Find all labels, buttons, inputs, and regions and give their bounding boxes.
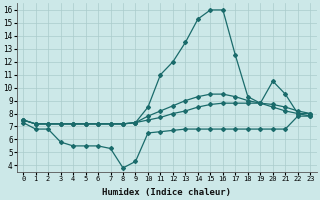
X-axis label: Humidex (Indice chaleur): Humidex (Indice chaleur) (102, 188, 231, 197)
